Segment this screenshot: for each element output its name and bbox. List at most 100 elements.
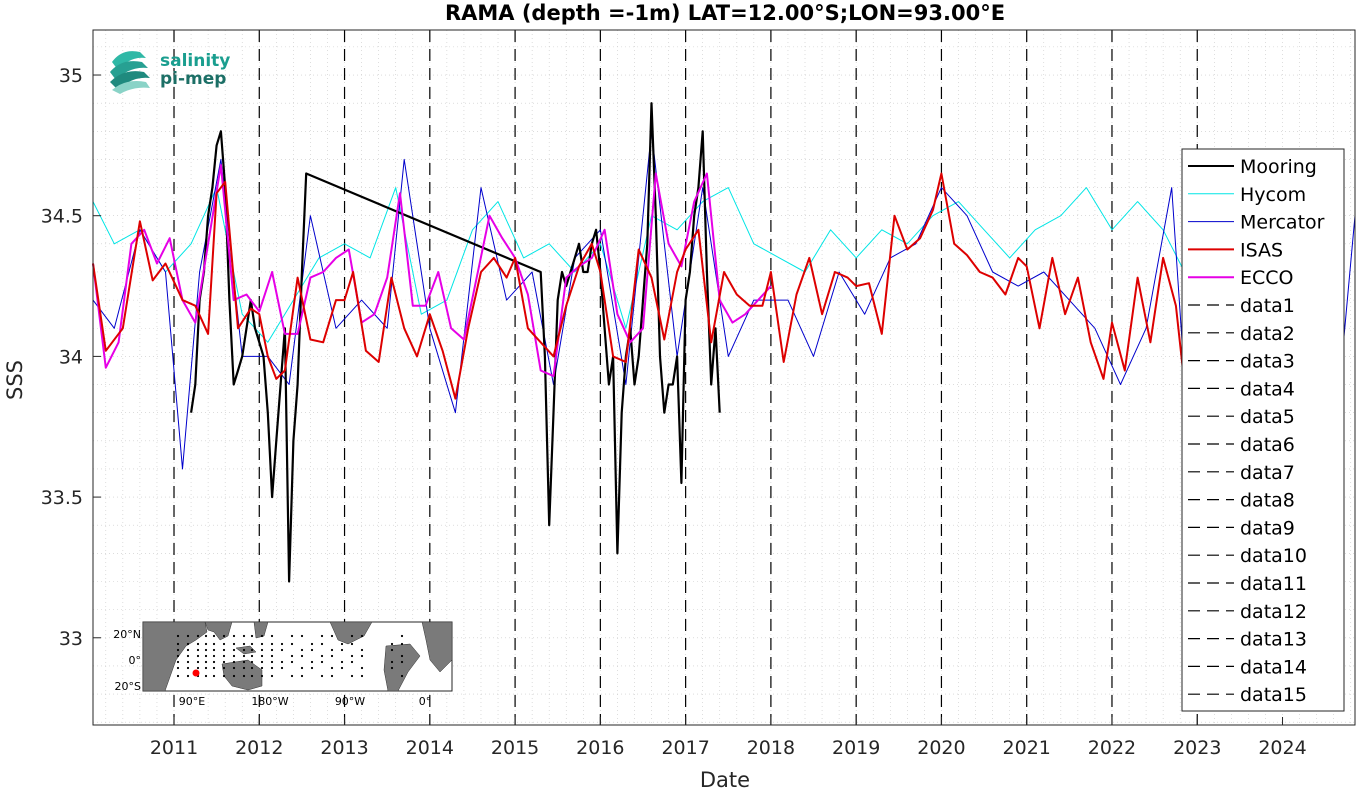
legend-label-data1: data1 bbox=[1240, 295, 1295, 317]
buoy-dot bbox=[232, 666, 236, 670]
buoy-dot bbox=[204, 634, 208, 638]
x-axis-label: Date bbox=[700, 768, 750, 790]
buoy-dot bbox=[330, 654, 334, 658]
buoy-dot bbox=[242, 666, 246, 670]
buoy-dot bbox=[242, 634, 246, 638]
buoy-dot bbox=[270, 634, 274, 638]
buoy-dot bbox=[242, 648, 246, 652]
buoy-dot bbox=[360, 654, 364, 658]
inset-xtick-1: 90°E bbox=[179, 695, 205, 708]
buoy-dot bbox=[196, 666, 200, 670]
buoy-dot bbox=[280, 648, 284, 652]
x-ticks: 2011 2012 2013 2014 2015 2016 2017 2018 2019 2020… bbox=[150, 717, 1307, 759]
buoy-dot bbox=[242, 642, 246, 646]
buoy-dot bbox=[176, 660, 180, 664]
buoy-dot bbox=[400, 642, 404, 646]
legend-label-data6: data6 bbox=[1240, 434, 1295, 456]
legend-label-mercator: Mercator bbox=[1240, 212, 1325, 234]
legend-label-data3: data3 bbox=[1240, 351, 1295, 373]
y-axis-label: SSS bbox=[3, 360, 27, 400]
buoy-dot bbox=[400, 674, 404, 678]
logo-line1: salinity bbox=[160, 51, 230, 71]
buoy-dot bbox=[250, 666, 254, 670]
series-line-isas bbox=[92, 172, 1186, 400]
series-layer bbox=[92, 102, 1356, 583]
legend-label-data7: data7 bbox=[1240, 462, 1295, 484]
buoy-dot bbox=[350, 660, 354, 664]
buoy-dot bbox=[260, 648, 264, 652]
buoy-dot bbox=[204, 666, 208, 670]
buoy-dot bbox=[222, 674, 226, 678]
legend-label-hycom: Hycom bbox=[1240, 184, 1306, 206]
inset-ytick-3: 20°S bbox=[115, 680, 141, 693]
buoy-dot bbox=[400, 660, 404, 664]
y-tick-label: 34.5 bbox=[41, 206, 83, 228]
legend-items: Mooring Hycom Mercator ISAS ECCO data1 data2 da… bbox=[1188, 156, 1325, 706]
buoy-dot bbox=[300, 634, 304, 638]
buoy-dot bbox=[350, 674, 354, 678]
buoy-dot bbox=[270, 654, 274, 658]
legend-box bbox=[1181, 148, 1345, 712]
buoy-dot bbox=[270, 660, 274, 664]
y-tick-label: 34 bbox=[59, 346, 83, 368]
buoy-dot bbox=[212, 634, 216, 638]
buoy-dot bbox=[204, 654, 208, 658]
x-tick-label: 2018 bbox=[747, 737, 795, 759]
buoy-dot bbox=[186, 634, 190, 638]
buoy-dot bbox=[390, 648, 394, 652]
buoy-dot bbox=[330, 674, 334, 678]
buoy-dot bbox=[330, 648, 334, 652]
buoy-dot bbox=[270, 642, 274, 646]
plot-frame bbox=[92, 29, 1356, 726]
inset-xtick-3: 90°W bbox=[335, 695, 365, 708]
salinity-pi-mep-logo: salinity pi-mep bbox=[110, 51, 230, 94]
buoy-dot bbox=[250, 674, 254, 678]
buoy-dot bbox=[232, 660, 236, 664]
x-tick-label: 2023 bbox=[1173, 737, 1221, 759]
legend: Mooring Hycom Mercator ISAS ECCO data1 data2 da… bbox=[1181, 148, 1345, 712]
buoy-dot bbox=[204, 674, 208, 678]
buoy-dot bbox=[232, 674, 236, 678]
buoy-dot bbox=[222, 654, 226, 658]
x-tick-label: 2015 bbox=[491, 737, 539, 759]
inset-ytick-2: 0° bbox=[129, 654, 142, 667]
buoy-dot bbox=[260, 642, 264, 646]
buoy-dot bbox=[390, 666, 394, 670]
x-tick-label: 2012 bbox=[235, 737, 283, 759]
inset-ytick-1: 20°N bbox=[113, 628, 141, 641]
buoy-dot bbox=[176, 634, 180, 638]
buoy-dot bbox=[330, 666, 334, 670]
buoy-dot bbox=[390, 660, 394, 664]
y-tick-label: 33.5 bbox=[41, 487, 83, 509]
buoy-dot bbox=[242, 660, 246, 664]
buoy-dot bbox=[196, 634, 200, 638]
logo-line2: pi-mep bbox=[160, 69, 226, 89]
wave-logo-icon bbox=[110, 51, 150, 94]
buoy-dot bbox=[290, 674, 294, 678]
buoy-dot bbox=[290, 634, 294, 638]
buoy-dot bbox=[350, 654, 354, 658]
buoy-dot bbox=[196, 642, 200, 646]
buoy-dot bbox=[242, 654, 246, 658]
x-tick-label: 2016 bbox=[576, 737, 624, 759]
buoy-dot bbox=[360, 666, 364, 670]
buoy-dot bbox=[232, 634, 236, 638]
buoy-dot bbox=[360, 674, 364, 678]
buoy-dot bbox=[270, 674, 274, 678]
buoy-dot bbox=[310, 666, 314, 670]
buoy-dot bbox=[310, 642, 314, 646]
x-tick-label: 2014 bbox=[406, 737, 454, 759]
buoy-dot bbox=[280, 642, 284, 646]
inset-map-buoy-dots bbox=[176, 634, 404, 678]
buoy-dot bbox=[260, 660, 264, 664]
y-tick-label: 33 bbox=[59, 628, 83, 650]
buoy-dot bbox=[186, 642, 190, 646]
buoy-dot bbox=[260, 674, 264, 678]
buoy-dot bbox=[212, 648, 216, 652]
buoy-dot bbox=[212, 642, 216, 646]
x-tick-label: 2021 bbox=[1003, 737, 1051, 759]
x-tick-label: 2019 bbox=[832, 737, 880, 759]
buoy-dot bbox=[232, 654, 236, 658]
legend-label-data11: data11 bbox=[1240, 573, 1307, 595]
buoy-dot bbox=[310, 648, 314, 652]
